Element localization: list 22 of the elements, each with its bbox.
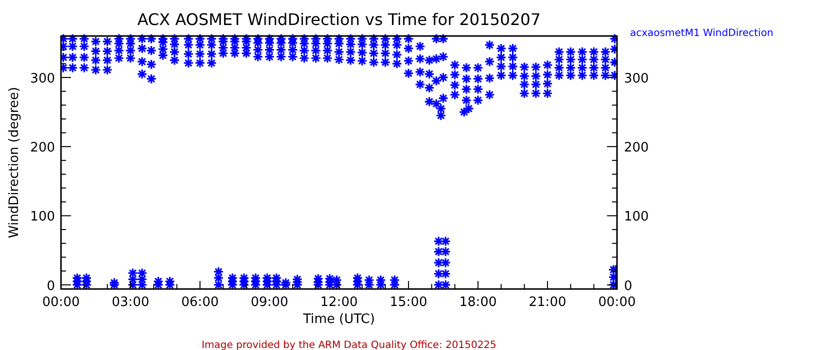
series-label: acxaosmetM1 WindDirection bbox=[630, 28, 774, 39]
x-tick-label: 06:00 bbox=[181, 295, 219, 310]
y-tick-label: 0 bbox=[46, 278, 55, 294]
x-tick-label: 12:00 bbox=[320, 295, 358, 310]
x-axis-title: Time (UTC) bbox=[302, 312, 375, 327]
x-tick-label: 21:00 bbox=[528, 295, 566, 310]
y-axis-title: WindDirection (degree) bbox=[7, 86, 22, 238]
y-tick-label: 100 bbox=[30, 210, 55, 225]
x-tick-label: 15:00 bbox=[390, 295, 428, 310]
x-tick-label: 03:00 bbox=[112, 295, 150, 310]
x-tick-label: 00:00 bbox=[598, 295, 636, 310]
y-tick-label: 300 bbox=[30, 71, 55, 86]
y2-tick-label: 300 bbox=[624, 71, 649, 86]
y2-tick-label: 0 bbox=[624, 278, 632, 294]
x-tick-label: 18:00 bbox=[459, 295, 497, 310]
x-tick-label: 00:00 bbox=[42, 295, 80, 310]
y2-tick-label: 100 bbox=[624, 210, 649, 225]
chart-title: ACX AOSMET WindDirection vs Time for 20150207 bbox=[137, 10, 541, 29]
x-tick-label: 09:00 bbox=[250, 295, 288, 310]
text: Image provided by the ARM Data Quality Office: 20150225 bbox=[202, 340, 496, 350]
y-tick-label: 200 bbox=[30, 140, 55, 156]
y2-tick-label: 200 bbox=[624, 140, 649, 156]
